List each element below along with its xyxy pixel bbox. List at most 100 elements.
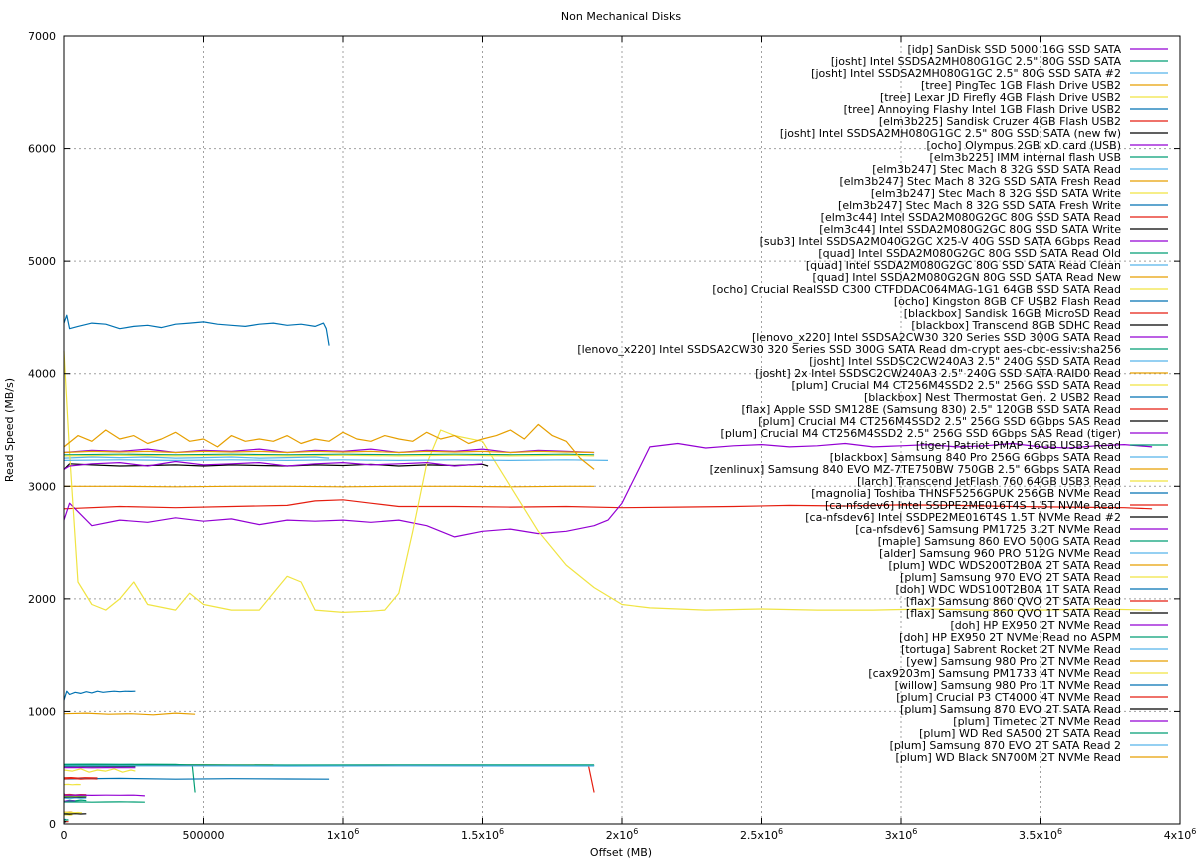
legend-label: [josht] Intel SSDSA2MH080G1GC 2.5" 80G S… (811, 67, 1121, 80)
legend-label: [plum] WD Red SA500 2T SATA Read (919, 727, 1121, 740)
legend-label: [doh] HP EX950 2T NVMe Read (950, 619, 1121, 632)
series-line (63, 768, 136, 773)
legend-label: [flax] Apple SSD SM128E (Samsung 830) 2.… (741, 403, 1121, 416)
series-line (63, 453, 595, 456)
x-axis-ticks: 0 500000 1x106 1.5x106 2x106 2.5x106 3x106 3.5x… (61, 36, 1197, 842)
legend-label: [willow] Samsung 980 Pro 1T NVMe Read (895, 679, 1121, 692)
legend-label: [plum] WD Black SN700M 2T NVMe Read (896, 751, 1121, 764)
legend-label: [elm3b247] Stec Mach 8 32G SSD SATA Fres… (838, 199, 1121, 212)
series-line (63, 812, 87, 815)
legend-label: [ocho] Olympus 2GB xD card (USB) (927, 139, 1121, 152)
legend-label: [josht] Intel SSDSC2CW240A3 2.5" 240G SS… (809, 355, 1121, 368)
series-layer (63, 314, 1153, 825)
x-tick-label: 4x106 (1164, 827, 1197, 842)
legend-label: [quad] Intel SSDA2M080G2GC 80G SSD SATA … (806, 259, 1121, 272)
legend-label: [lenovo_x220] Intel SSDSA2CW30 320 Serie… (577, 343, 1121, 356)
x-tick-label: 1.5x106 (461, 827, 504, 842)
series-line (63, 794, 145, 797)
legend-label: [ca-nfsdev6] Intel SSDPE2ME016T4S 1.5T N… (805, 511, 1121, 524)
legend-label: [tortuga] Sabrent Rocket 2T NVMe Read (901, 643, 1121, 656)
x-tick-label: 3.5x106 (1019, 827, 1062, 842)
legend-label: [josht] Intel SSDSA2MH080G1GC 2.5" 80G S… (780, 127, 1121, 140)
legend-label: [magnolia] Toshiba THNSF5256GPUK 256GB N… (811, 487, 1121, 500)
y-tick-label: 5000 (28, 255, 56, 268)
legend-label: [tree] Lexar JD Firefly 4GB Flash Drive … (880, 91, 1121, 104)
legend-label: [elm3c44] Intel SSDA2M080G2GC 80G SSD SA… (819, 223, 1121, 236)
series-line (63, 456, 330, 459)
legend-label: [sub3] Intel SSDSA2M040G2GC X25-V 40G SS… (760, 235, 1121, 248)
legend-label: [josht] Intel SSDSA2MH080G1GC 2.5" 80G S… (831, 55, 1122, 68)
legend-label: [elm3b225] IMM internal flash USB (930, 151, 1121, 164)
series-line (63, 777, 98, 780)
legend-label: [elm3b225] Sandisk Cruzer 4GB Flash USB2 (879, 115, 1121, 128)
legend: [idp] SanDisk SSD 5000 16G SSD SATA[josh… (577, 43, 1168, 764)
legend-label: [zenlinux] Samsung 840 EVO MZ-7TE750BW 7… (710, 463, 1121, 476)
series-line (63, 777, 330, 780)
legend-label: [plum] Samsung 870 EVO 2T SATA Read (900, 703, 1121, 716)
legend-label: [tree] Annoying Flashy Intel 1GB Flash D… (844, 103, 1121, 116)
x-tick-label: 500000 (183, 829, 225, 842)
legend-label: [elm3b247] Stec Mach 8 32G SSD SATA Fres… (839, 175, 1121, 188)
series-line (63, 459, 609, 461)
legend-label: [blackbox] Samsung 840 Pro 256G 6Gbps SA… (830, 451, 1121, 464)
y-tick-label: 7000 (28, 30, 56, 43)
legend-label: [tiger] Patriot PMAP 16GB USB3 Read (916, 439, 1121, 452)
series-line (63, 712, 196, 716)
legend-label: [plum] Crucial P3 CT4000 4T NVMe Read (896, 691, 1121, 704)
legend-label: [cax9203m] Samsung PM1733 4T NVMe Read (868, 667, 1121, 680)
series-line (63, 776, 98, 779)
legend-label: [elm3b247] Stec Mach 8 32G SSD SATA Read (872, 163, 1121, 176)
legend-label: [larch] Transcend JetFlash 760 64GB USB3… (857, 475, 1121, 488)
series-line (63, 797, 87, 800)
legend-label: [tree] PingTec 1GB Flash Drive USB2 (921, 79, 1121, 92)
legend-label: [josht] 2x Intel SSDSC2CW240A3 2.5" 240G… (755, 367, 1121, 380)
legend-label: [plum] WDC WDS200T2B0A 2T SATA Read (888, 559, 1121, 572)
y-tick-label: 3000 (28, 480, 56, 493)
series-line (63, 460, 483, 470)
y-tick-label: 1000 (28, 705, 56, 718)
legend-label: [doh] HP EX950 2T NVMe Read no ASPM (899, 631, 1121, 644)
legend-label: [blackbox] Nest Thermostat Gen. 2 USB2 R… (864, 391, 1121, 404)
x-tick-label: 2x106 (606, 827, 639, 842)
legend-label: [ocho] Crucial RealSSD C300 CTFDDAC064MA… (712, 283, 1121, 296)
legend-label: [doh] WDC WDS100T2B0A 1T SATA Read (896, 583, 1122, 596)
legend-label: [elm3c44] Intel SSDA2M080G2GC 80G SSD SA… (821, 211, 1121, 224)
y-tick-label: 6000 (28, 143, 56, 156)
series-line (63, 454, 595, 457)
series-line (63, 423, 595, 470)
series-line (63, 442, 1153, 538)
x-tick-label: 0 (61, 829, 68, 842)
legend-label: [alder] Samsung 960 PRO 512G NVMe Read (879, 547, 1121, 560)
legend-label: [idp] SanDisk SSD 5000 16G SSD SATA (907, 43, 1121, 56)
x-tick-label: 3x106 (885, 827, 918, 842)
x-tick-label: 1x106 (327, 827, 360, 842)
x-axis-label: Offset (MB) (590, 846, 652, 859)
legend-label: [plum] Crucial M4 CT256M4SSD2 2.5" 256G … (791, 379, 1121, 392)
y-tick-label: 2000 (28, 593, 56, 606)
series-line (63, 499, 1153, 510)
legend-label: [elm3b247] Stec Mach 8 32G SSD SATA Writ… (871, 187, 1121, 200)
series-line (63, 463, 489, 470)
legend-label: [plum] Crucial M4 CT256M4SSD2 2.5" 256G … (721, 427, 1121, 440)
legend-label: [plum] Crucial M4 CT256M4SSD2 2.5" 256G … (758, 415, 1121, 428)
series-line (63, 450, 595, 454)
series-line (63, 800, 76, 803)
legend-label: [ca-nfsdev6] Samsung PM1725 3.2T NVMe Re… (855, 523, 1121, 536)
legend-label: [quad] Intel SSDA2M080G2GC 80G SSD SATA … (818, 247, 1121, 260)
legend-label: [maple] Samsung 860 EVO 500G SATA Read (878, 535, 1121, 548)
series-line (64, 485, 595, 488)
series-line (63, 690, 136, 701)
legend-label: [flax] Samsung 860 QVO 1T SATA Read (906, 607, 1121, 620)
legend-label: [blackbox] Sandisk 16GB MicroSD Read (904, 307, 1121, 320)
y-tick-label: 0 (49, 818, 56, 831)
x-tick-label: 2.5x106 (740, 827, 783, 842)
legend-label: [ca-nfsdev6] Intel SSDPE2ME016T4S 1.5T N… (825, 499, 1121, 512)
series-line (63, 314, 330, 346)
legend-label: [lenovo_x220] Intel SSDSA2CW30 320 Serie… (752, 331, 1121, 344)
y-tick-label: 4000 (28, 368, 56, 381)
y-axis-ticks: 0 1000 2000 3000 4000 5000 6000 7000 (28, 30, 1180, 831)
legend-label: [blackbox] Transcend 8GB SDHC Read (911, 319, 1121, 332)
legend-label: [flax] Samsung 860 QVO 2T SATA Read (906, 595, 1121, 608)
